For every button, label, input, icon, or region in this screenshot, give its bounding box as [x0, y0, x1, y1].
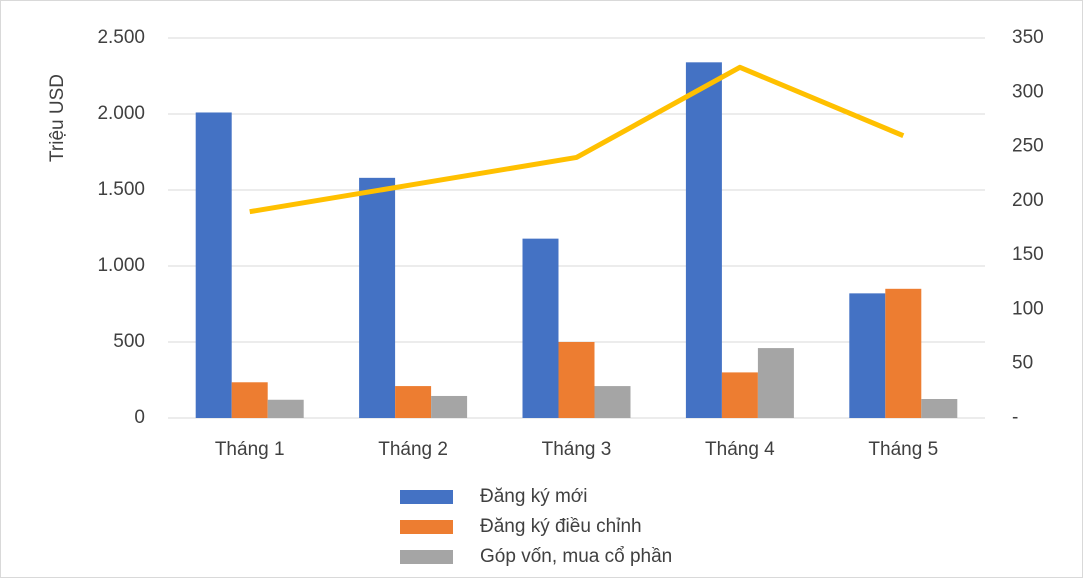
y-tick-label: 1.500 [97, 179, 145, 200]
legend-label: Đăng ký điều chỉnh [480, 516, 642, 537]
y-tick-label: 2.500 [97, 27, 145, 48]
y2-tick-label: 250 [1012, 136, 1044, 157]
y2-tick-label: - [1012, 407, 1018, 428]
y-tick-label: 0 [134, 407, 145, 428]
legend-swatch [400, 490, 453, 504]
legend-swatch [400, 520, 453, 534]
y2-tick-label: 300 [1012, 81, 1044, 102]
y2-tick-label: 200 [1012, 190, 1044, 211]
bar [921, 399, 958, 418]
bar [359, 177, 396, 418]
y-tick-label: 500 [113, 331, 145, 352]
bar [395, 386, 432, 418]
legend-label: Đăng ký mới [480, 486, 588, 507]
y2-tick-label: 100 [1012, 298, 1044, 319]
bar [231, 382, 268, 418]
bar [267, 399, 304, 418]
bar [594, 386, 631, 418]
bar [431, 395, 468, 418]
bar [685, 62, 722, 418]
x-tick-label: Tháng 2 [378, 439, 448, 460]
x-tick-label: Tháng 5 [868, 439, 938, 460]
bar [757, 348, 794, 418]
y-tick-label: 2.000 [97, 103, 145, 124]
y-axis-label: Triệu USD [47, 74, 68, 162]
y2-tick-label: 350 [1012, 27, 1044, 48]
y2-tick-label: 50 [1012, 353, 1033, 374]
y-tick-label: 1.000 [97, 255, 145, 276]
legend-swatch [400, 550, 453, 564]
bar [522, 238, 559, 418]
x-tick-label: Tháng 3 [542, 439, 612, 460]
bar [885, 288, 922, 418]
bar [721, 372, 758, 418]
bar [558, 342, 595, 418]
legend-label: Góp vốn, mua cổ phần [480, 546, 672, 567]
line [249, 64, 905, 215]
x-tick-label: Tháng 1 [215, 439, 285, 460]
x-tick-label: Tháng 4 [705, 439, 775, 460]
bar [849, 293, 886, 418]
bar [195, 112, 232, 418]
y2-tick-label: 150 [1012, 244, 1044, 265]
